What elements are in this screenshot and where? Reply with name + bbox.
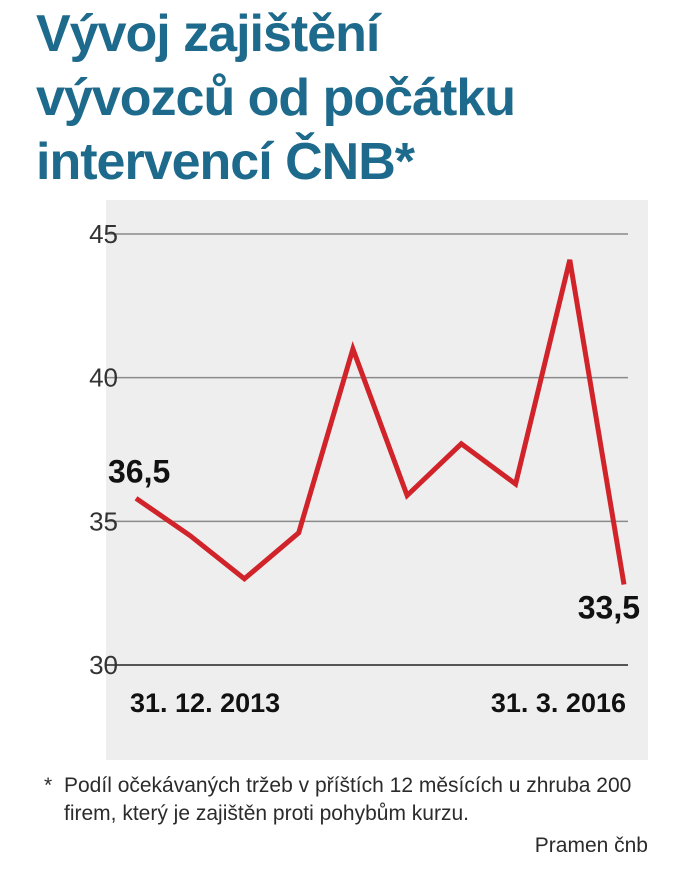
title-line-1: Vývoj zajištění (36, 5, 380, 63)
series-line (134, 259, 627, 585)
data-labels: 36,5 33,5 (108, 453, 640, 625)
plot-background (106, 200, 648, 760)
x-tick-label-start: 31. 12. 2013 (130, 688, 280, 718)
data-label-start: 36,5 (108, 453, 170, 489)
source-credit: Pramen čnb (534, 834, 648, 857)
x-tick-label-end: 31. 3. 2016 (491, 688, 626, 718)
footnote-text: Podíl očekávaných tržeb v příštích 12 mě… (64, 774, 632, 825)
gridlines (106, 233, 628, 666)
chart-title: Vývoj zajištění vývozců od počátku inter… (36, 2, 676, 194)
y-tick-label-35: 35 (89, 506, 118, 536)
y-tick-label-30: 30 (89, 650, 118, 680)
data-label-end: 33,5 (578, 590, 640, 626)
footnote-asterisk: * (44, 774, 53, 797)
y-tick-labels: 45 40 35 30 (89, 219, 118, 680)
y-tick-label-45: 45 (89, 219, 118, 249)
title-line-3: intervencí ČNB* (36, 133, 415, 191)
footnote: * Podíl očekávaných tržeb v příštích 12 … (44, 772, 666, 828)
y-tick-label-40: 40 (89, 363, 118, 393)
x-tick-labels: 31. 12. 2013 31. 3. 2016 (130, 688, 626, 718)
title-line-2: vývozců od počátku (36, 69, 516, 127)
